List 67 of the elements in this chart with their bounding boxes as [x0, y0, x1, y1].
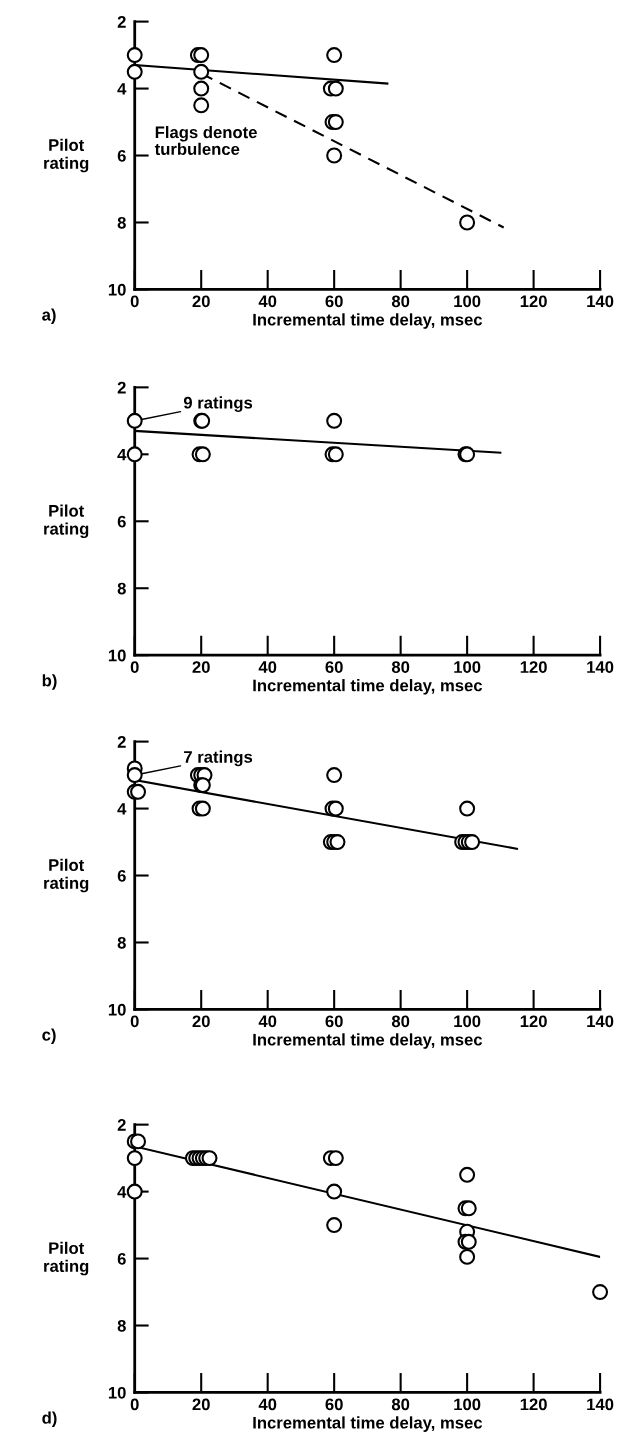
x-tick-label: 40	[258, 1398, 277, 1411]
x-tick-label: 80	[391, 295, 410, 308]
x-tick-label: 120	[520, 1398, 547, 1411]
annotation: Flags denote turbulence	[154, 125, 257, 156]
x-tick-label: 80	[391, 1398, 410, 1411]
x-tick-label: 60	[325, 295, 343, 308]
x-axis-title: Incremental time delay, msec	[253, 1033, 483, 1049]
y-tick-label: 4	[117, 1186, 127, 1198]
y-tick-label: 2	[117, 736, 126, 748]
y-axis-title: Pilot rating	[44, 138, 89, 173]
x-tick-label: 0	[130, 1015, 139, 1028]
y-axis-title: Pilot rating	[44, 858, 89, 893]
y-tick-label: 4	[117, 83, 127, 95]
y-tick-label: 4	[117, 448, 127, 461]
x-tick-label: 140	[587, 661, 614, 673]
x-tick-label: 40	[258, 295, 277, 308]
y-tick-label: 6	[117, 149, 126, 162]
y-tick-label: 6	[117, 869, 126, 882]
x-axis-title: Incremental time delay, msec	[253, 679, 483, 695]
x-tick-label: 0	[130, 661, 139, 673]
x-tick-label: 100	[454, 1015, 481, 1028]
x-axis-title: Incremental time delay, msec	[253, 1416, 483, 1432]
x-tick-label: 80	[391, 1015, 410, 1028]
y-tick-label: 2	[117, 1119, 126, 1131]
x-tick-label: 0	[130, 1398, 139, 1411]
x-tick-label: 20	[192, 1398, 210, 1411]
x-tick-label: 60	[325, 1015, 343, 1028]
x-tick-label: 20	[192, 661, 210, 673]
y-tick-label: 8	[117, 936, 126, 949]
x-tick-label: 100	[454, 1398, 481, 1411]
x-tick-label: 40	[258, 1015, 277, 1028]
x-tick-label: 100	[454, 661, 481, 673]
x-tick-label: 120	[520, 661, 547, 673]
y-tick-label: 10	[108, 1386, 126, 1399]
y-axis-title: Pilot rating	[44, 1241, 89, 1276]
x-tick-label: 100	[454, 295, 481, 308]
text: a)	[42, 308, 56, 324]
y-tick-label: 10	[108, 649, 126, 662]
y-tick-label: 6	[117, 515, 126, 528]
x-tick-label: 60	[325, 1398, 343, 1411]
y-tick-label: 4	[117, 803, 127, 815]
y-tick-label: 6	[117, 1252, 126, 1265]
annotation: 7 ratings	[184, 750, 253, 767]
y-tick-label: 2	[117, 16, 126, 28]
y-tick-label: 10	[108, 1003, 126, 1016]
y-tick-label: 10	[108, 283, 126, 296]
x-tick-label: 140	[587, 1398, 614, 1411]
x-tick-label: 120	[520, 295, 547, 308]
text: d)	[42, 1411, 57, 1428]
y-tick-label: 8	[117, 1319, 126, 1332]
x-tick-label: 0	[130, 295, 139, 308]
y-tick-label: 8	[117, 216, 126, 229]
x-tick-label: 80	[391, 661, 410, 673]
x-tick-label: 120	[520, 1015, 547, 1028]
y-tick-label: 2	[117, 381, 126, 394]
x-tick-label: 20	[192, 295, 210, 308]
y-axis-title: Pilot rating	[44, 504, 89, 539]
y-tick-label: 8	[117, 582, 126, 595]
x-tick-label: 60	[325, 661, 343, 673]
text: b)	[42, 674, 57, 690]
x-tick-label: 40	[258, 661, 277, 673]
x-axis-title: Incremental time delay, msec	[253, 313, 483, 329]
x-tick-label: 140	[587, 1015, 614, 1028]
text: c)	[42, 1028, 56, 1044]
x-tick-label: 140	[587, 295, 614, 308]
x-tick-label: 20	[192, 1015, 210, 1028]
annotation: 9 ratings	[183, 396, 253, 412]
